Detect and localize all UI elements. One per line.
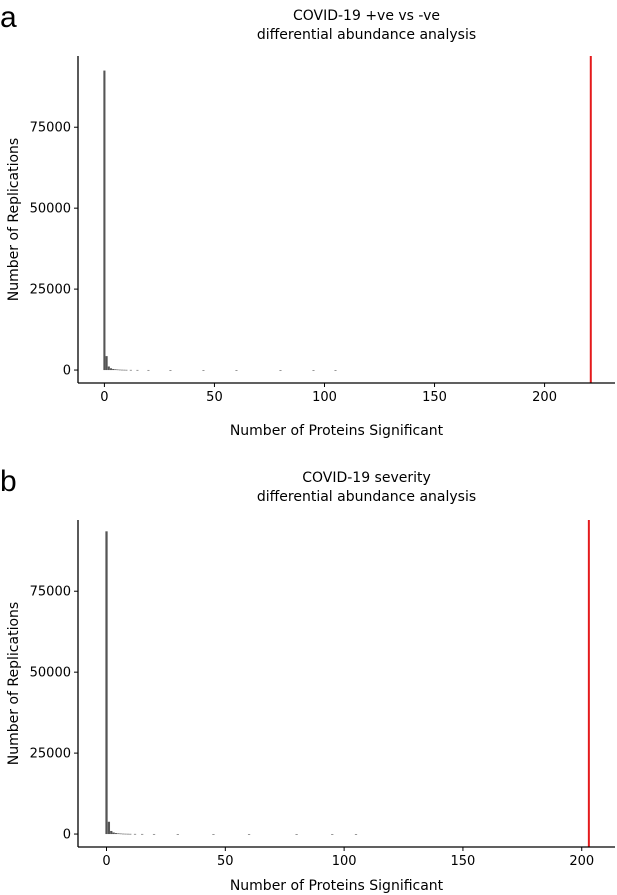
chart-title-line-2: differential abundance analysis	[257, 27, 476, 43]
histogram-bar	[129, 833, 132, 835]
histogram-bar	[120, 369, 124, 371]
y-tick-label: 25000	[30, 747, 71, 762]
chart-title-line-1: COVID-19 severity	[302, 470, 431, 486]
chart-title-line-1: COVID-19 +ve vs -ve	[293, 8, 440, 24]
histogram-bar	[119, 833, 122, 835]
panel-a-letter: a	[0, 1, 17, 34]
x-tick-label: 150	[451, 854, 476, 869]
histogram-bar	[107, 821, 111, 835]
x-tick-label: 100	[332, 854, 357, 869]
histogram-bar	[212, 834, 215, 835]
histogram-bar	[112, 368, 115, 371]
x-tick-label: 0	[102, 854, 110, 869]
histogram-bar	[107, 366, 110, 371]
y-tick-label: 25000	[30, 283, 71, 298]
panel-b-letter: b	[0, 465, 17, 498]
chart-title-line-2: differential abundance analysis	[257, 489, 476, 505]
y-tick-label: 0	[63, 828, 71, 843]
y-tick-label: 50000	[30, 202, 71, 217]
y-tick-label: 75000	[30, 121, 71, 136]
histogram-bar	[176, 834, 179, 835]
y-axis-label: Number of Replications	[6, 138, 22, 301]
histogram-bar	[136, 369, 139, 371]
histogram-bar	[169, 370, 172, 371]
x-tick-label: 100	[312, 390, 337, 405]
chart-panel-a: COVID-19 +ve vs -ve differential abundanc…	[6, 8, 615, 439]
histogram-bar	[123, 369, 126, 371]
y-tick-label: 75000	[30, 585, 71, 600]
histogram-bar	[247, 834, 251, 835]
histogram-bar	[295, 834, 298, 835]
x-tick-label: 200	[532, 390, 557, 405]
x-tick-label: 150	[422, 390, 447, 405]
x-axis-label: Number of Proteins Significant	[230, 878, 444, 894]
histogram-bar	[312, 370, 315, 371]
histogram-bar	[141, 833, 144, 835]
y-tick-label: 50000	[30, 666, 71, 681]
histogram-bar	[334, 370, 337, 371]
histogram-bar	[122, 833, 125, 835]
histogram-bar	[112, 832, 115, 835]
histogram-bar	[129, 369, 132, 371]
histogram-bar	[279, 370, 282, 371]
histogram-bar	[124, 833, 127, 835]
histogram-bar	[114, 833, 118, 835]
histogram-bar	[152, 833, 156, 835]
x-tick-label: 50	[206, 390, 223, 405]
histogram-bar	[105, 531, 108, 835]
histogram-bar	[133, 833, 137, 835]
histogram-bar	[126, 833, 130, 835]
x-tick-label: 50	[217, 854, 234, 869]
histogram-bar	[110, 830, 113, 835]
histogram-bar	[109, 368, 113, 371]
histogram-bar	[202, 370, 205, 371]
chart-panel-b: COVID-19 severity differential abundance …	[6, 470, 615, 894]
x-tick-label: 200	[569, 854, 594, 869]
histogram-bar	[117, 833, 120, 835]
histogram-bar	[103, 70, 106, 371]
histogram-bar	[118, 369, 121, 371]
histogram-bar	[105, 356, 108, 371]
histogram-bar	[147, 369, 150, 371]
x-axis-label: Number of Proteins Significant	[230, 423, 444, 439]
histogram-bar	[331, 834, 334, 835]
histogram-bar	[235, 370, 238, 371]
x-tick-label: 0	[100, 390, 108, 405]
y-tick-label: 0	[63, 364, 71, 379]
histogram-bar	[125, 369, 128, 371]
histogram-bar	[114, 369, 117, 371]
y-axis-label: Number of Replications	[6, 602, 22, 765]
histogram-bar	[116, 369, 119, 371]
histogram-bar	[354, 834, 358, 835]
